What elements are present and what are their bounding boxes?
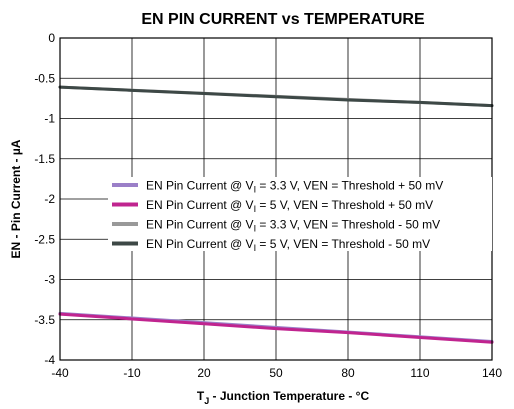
y-tick-label: -0.5 [34,71,55,85]
x-tick-label: -40 [51,366,69,380]
x-axis-label: TJ - Junction Temperature - °C [197,389,370,406]
x-tick-labels: -40 -10 20 50 80 110 140 [51,366,502,380]
x-tick-label: 80 [341,366,355,380]
legend-entry-1: EN Pin Current @ VI = 3.3 V, VEN = Thres… [146,179,443,195]
y-axis-label: EN - Pin Current - µA [9,139,23,258]
legend: EN Pin Current @ VI = 3.3 V, VEN = Thres… [108,177,492,253]
y-tick-labels: 0 -0.5 -1 -1.5 -2 -2.5 -3 -3.5 -4 [34,31,55,367]
x-tick-label: 50 [269,366,283,380]
y-tick-label: -4 [44,353,55,367]
y-tick-label: -1 [44,112,55,126]
legend-entry-2: EN Pin Current @ VI = 5 V, VEN = Thresho… [146,198,433,214]
x-tick-label: 110 [410,366,429,380]
x-tick-label: -10 [123,366,141,380]
x-axis-label-rest: - Junction Temperature - °C [209,389,369,403]
x-tick-label: 140 [482,366,502,380]
legend-background [108,177,492,251]
chart-title: EN PIN CURRENT vs TEMPERATURE [141,11,425,28]
y-tick-label: -3.5 [34,313,55,327]
legend-entry-3: EN Pin Current @ VI = 3.3 V, VEN = Thres… [146,218,440,234]
y-tick-label: -1.5 [34,152,55,166]
legend-entry-4: EN Pin Current @ VI = 5 V, VEN = Thresho… [146,237,430,253]
x-axis-label-sub: J [204,396,209,406]
x-tick-label: 20 [197,366,211,380]
series-line-4 [58,85,494,108]
y-tick-label: 0 [48,31,55,45]
x-axis-label-main: T [197,389,205,403]
series-lines [58,85,494,344]
y-tick-label: -3 [44,273,55,287]
y-tick-label: -2 [44,192,55,206]
series-line-2 [58,312,494,344]
y-tick-label: -2.5 [34,232,55,246]
